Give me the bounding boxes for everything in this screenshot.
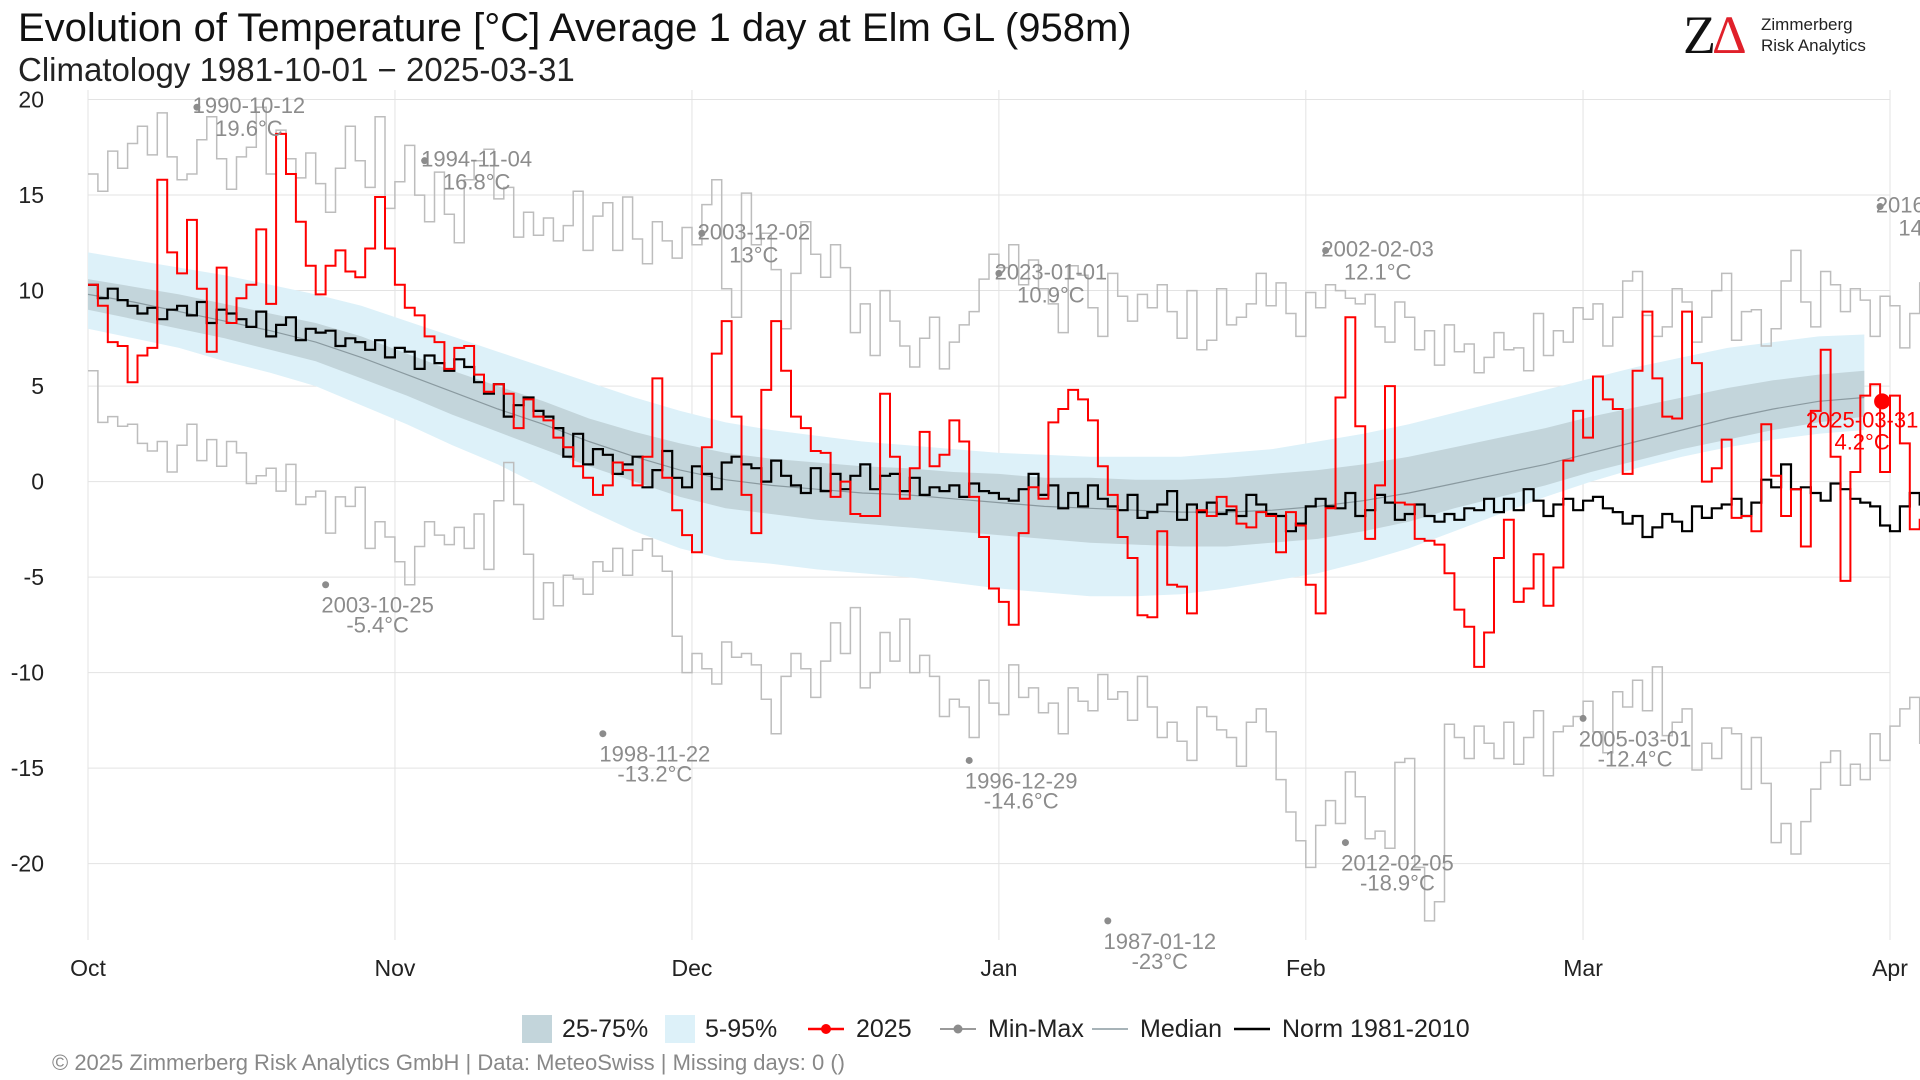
- extreme-value-label: -12.4°C: [1598, 746, 1673, 771]
- x-tick-label: Nov: [374, 955, 415, 981]
- y-tick-label: -15: [11, 755, 44, 781]
- chart-subtitle: Climatology 1981-10-01 − 2025-03-31: [18, 51, 575, 88]
- extreme-marker: [995, 269, 1003, 277]
- band-25-75: [88, 279, 1865, 547]
- legend-item-norm: Norm 1981-2010: [1232, 1010, 1470, 1048]
- legend-swatch-band-inner: [522, 1015, 552, 1043]
- extreme-marker: [322, 581, 330, 589]
- x-tick-label: Feb: [1286, 955, 1326, 981]
- extreme-date-label: 2002-02-03: [1321, 236, 1434, 261]
- current-point-value-label: 4.2°C: [1834, 429, 1889, 454]
- legend-label-band-outer: 5-95%: [705, 1014, 778, 1043]
- chart-title: Evolution of Temperature [°C] Average 1 …: [18, 6, 1132, 50]
- extreme-date-label: 2003-10-25: [321, 593, 434, 618]
- legend-item-band-outer: 5-95%: [665, 1010, 777, 1048]
- percentile-bands: [88, 252, 1865, 597]
- legend-item-current: 2025: [806, 1010, 912, 1048]
- extreme-date-label: 2023-01-01: [995, 259, 1108, 284]
- extreme-marker: [965, 756, 973, 764]
- extreme-value-label: 16.8°C: [443, 170, 511, 195]
- extreme-marker: [1322, 246, 1330, 254]
- logo-mark: ZΔ: [1683, 5, 1747, 65]
- y-tick-label: 0: [31, 469, 44, 495]
- legend-item-median: Median: [1090, 1010, 1222, 1048]
- extreme-value-label: 10.9°C: [1017, 282, 1085, 307]
- extreme-date-label: 2012-02-05: [1341, 851, 1454, 876]
- legend-label-current: 2025: [856, 1014, 912, 1043]
- extreme-value-label: 19.6°C: [215, 116, 283, 141]
- y-tick-label: -20: [11, 851, 44, 877]
- extreme-value-label: 13°C: [729, 242, 778, 267]
- y-tick-label: 20: [18, 87, 44, 113]
- extreme-date-label: 1998-11-22: [599, 742, 710, 767]
- x-tick-label: Dec: [672, 955, 713, 981]
- y-tick-label: 15: [18, 182, 44, 208]
- legend-swatch-band-outer: [665, 1015, 695, 1043]
- extreme-date-label: 1996-12-29: [965, 768, 1078, 793]
- extreme-value-label: 12.1°C: [1344, 259, 1412, 284]
- extreme-value-label: -18.9°C: [1360, 871, 1435, 896]
- extreme-value-label: 14.4°C: [1898, 216, 1920, 241]
- y-tick-label: 5: [31, 373, 44, 399]
- max-line: [88, 106, 1920, 374]
- legend-swatch-norm: [1234, 1027, 1270, 1031]
- x-tick-label: Mar: [1563, 955, 1603, 981]
- extreme-marker: [1341, 839, 1349, 847]
- current-point-date-label: 2025-03-31: [1806, 407, 1919, 432]
- legend-label-minmax: Min-Max: [988, 1014, 1084, 1043]
- norm-line-group: [88, 283, 1920, 539]
- logo-z: Z: [1683, 5, 1716, 65]
- min-max-lines: [88, 106, 1920, 922]
- norm-line: [88, 283, 1920, 539]
- extreme-marker: [698, 229, 706, 237]
- logo-line-1: Zimmerberg: [1761, 15, 1853, 34]
- x-tick-label: Apr: [1872, 955, 1908, 981]
- legend-label-median: Median: [1140, 1014, 1222, 1043]
- y-tick-label: -10: [11, 660, 44, 686]
- extreme-value-label: -23°C: [1132, 949, 1189, 974]
- legend-label-norm: Norm 1981-2010: [1282, 1014, 1470, 1043]
- extreme-value-label: -13.2°C: [617, 762, 692, 787]
- logo-delta: Δ: [1712, 5, 1747, 65]
- current-year-group: 2025-03-314.2°C: [88, 132, 1920, 668]
- extreme-marker: [1579, 714, 1587, 722]
- legend-item-minmax: Min-Max: [938, 1010, 1084, 1048]
- logo-line-2: Risk Analytics: [1761, 36, 1866, 55]
- legend-swatch-current: [808, 1024, 844, 1034]
- extreme-marker: [193, 103, 201, 111]
- x-tick-label: Jan: [980, 955, 1017, 981]
- legend-label-band-inner: 25-75%: [562, 1014, 649, 1043]
- extreme-date-label: 2005-03-01: [1579, 726, 1692, 751]
- median-line-group: [87, 293, 1865, 513]
- legend: 25-75% 5-95% 2025 Min-Max Median Norm 19…: [0, 1010, 1920, 1048]
- extreme-date-label: 1994-11-04: [421, 147, 532, 172]
- extreme-marker: [421, 157, 429, 165]
- company-logo: ZΔ Zimmerberg Risk Analytics: [1683, 8, 1898, 62]
- extreme-date-label: 2016-03-31: [1876, 193, 1920, 218]
- x-tick-label: Oct: [70, 955, 106, 981]
- extreme-value-label: -5.4°C: [346, 613, 409, 638]
- y-tick-label: -5: [24, 564, 44, 590]
- extreme-marker: [1104, 917, 1112, 925]
- series-2025-line: [88, 132, 1920, 668]
- extreme-date-label: 1990-10-12: [193, 93, 306, 118]
- extreme-value-label: -14.6°C: [984, 788, 1059, 813]
- footer-credit: © 2025 Zimmerberg Risk Analytics GmbH | …: [52, 1050, 845, 1075]
- axes: -20 -15 -10 -5 0 5 10 15 20 Oct Nov Dec Jan Feb Mar Apr: [11, 87, 1908, 981]
- extreme-date-label: 1987-01-12: [1104, 929, 1217, 954]
- legend-swatch-median: [1092, 1028, 1128, 1030]
- extreme-marker: [1876, 203, 1884, 211]
- median-line: [87, 293, 1865, 513]
- y-tick-label: 10: [18, 278, 44, 304]
- min-line: [88, 370, 1920, 922]
- current-point-marker: [1874, 393, 1891, 410]
- extreme-date-label: 2003-12-02: [698, 219, 811, 244]
- extreme-marker: [599, 730, 607, 738]
- logo-text: Zimmerberg Risk Analytics: [1761, 14, 1866, 56]
- legend-item-band-inner: 25-75%: [522, 1010, 648, 1048]
- legend-swatch-minmax: [940, 1024, 976, 1034]
